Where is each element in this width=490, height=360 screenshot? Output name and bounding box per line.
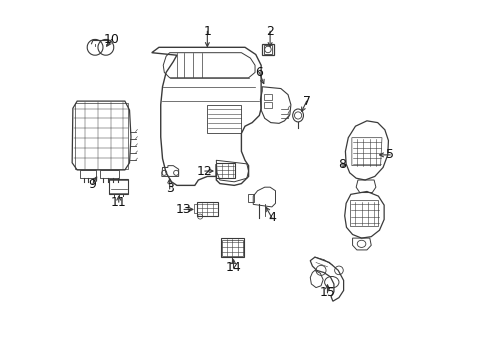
Text: 11: 11 bbox=[111, 196, 126, 209]
Bar bbox=[207, 105, 242, 134]
Bar bbox=[222, 239, 243, 256]
Text: 12: 12 bbox=[197, 165, 213, 177]
Bar bbox=[109, 179, 128, 194]
Text: 1: 1 bbox=[203, 25, 211, 38]
Text: 6: 6 bbox=[255, 66, 263, 79]
Bar bbox=[109, 180, 128, 193]
Bar bbox=[216, 163, 235, 178]
Text: 4: 4 bbox=[268, 211, 276, 224]
Text: 3: 3 bbox=[166, 183, 173, 195]
Text: 2: 2 bbox=[266, 25, 274, 38]
Text: 9: 9 bbox=[89, 178, 97, 191]
Bar bbox=[264, 102, 272, 108]
Bar bbox=[221, 238, 245, 257]
Text: 14: 14 bbox=[226, 261, 242, 274]
Text: 8: 8 bbox=[338, 158, 346, 171]
Text: 7: 7 bbox=[303, 95, 311, 108]
Bar bbox=[196, 202, 218, 216]
Text: 10: 10 bbox=[104, 33, 120, 46]
Bar bbox=[262, 44, 274, 55]
Bar bbox=[264, 94, 272, 100]
Text: 5: 5 bbox=[386, 148, 394, 161]
Text: 15: 15 bbox=[319, 287, 336, 300]
Bar bbox=[264, 45, 272, 54]
Text: 13: 13 bbox=[176, 203, 192, 216]
